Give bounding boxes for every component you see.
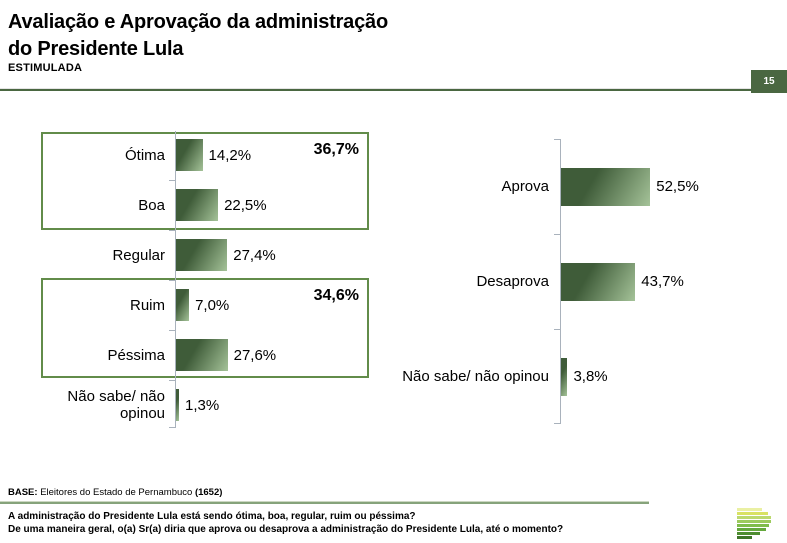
header-rule [0,89,751,91]
axis-tick [554,139,560,140]
rating-chart: 36,7% 34,6% Ótima 14,2% Boa 22,5% Regular 27,… [40,130,385,430]
bar-row: Ruim 7,0% [40,280,385,330]
bar-area: 27,4% [176,239,385,271]
logo-bar [737,528,766,531]
value-label: 52,5% [656,178,699,195]
bar-area: 14,2% [176,139,385,171]
group-box-positive: 36,7% [41,132,369,230]
logo-bar [737,532,760,535]
bar [176,239,228,271]
category-label: Boa [138,196,165,214]
bar-area: 27,6% [176,339,385,371]
category-label: Péssima [107,346,165,364]
logo-bar [737,536,752,539]
bar-area: 7,0% [176,289,385,321]
value-label: 43,7% [641,273,684,290]
bar [176,139,203,171]
bar-rows: Aprova 52,5% Desaprova 43,7% Não sabe/ não o… [395,139,780,424]
bar-area: 52,5% [561,167,780,206]
bar-row: Desaprova 43,7% [395,234,780,329]
base-note: BASE: Eleitores do Estado de Pernambuco … [8,487,222,498]
logo-bar [737,516,771,519]
bar-area: 22,5% [176,189,385,221]
survey-questions: A administração do Presidente Lula está … [8,510,563,536]
value-label: 1,3% [185,396,220,414]
logo-bar [737,520,771,523]
axis-tick [169,230,175,231]
base-sample-size: (1652) [194,487,223,498]
bar [561,262,636,301]
bar-rows: Ótima 14,2% Boa 22,5% Regular 27,4% Ruim 7,0% Pé… [40,130,385,430]
axis-tick [554,329,560,330]
base-text: Eleitores do Estado de Pernambuco [37,487,195,498]
category-label: Regular [112,246,165,264]
bar [176,339,228,371]
bar [561,167,651,206]
logo-bar [737,524,769,527]
bar [561,357,568,396]
value-label: 27,6% [233,346,277,364]
bar [176,389,179,421]
bar-row: Regular 27,4% [40,230,385,280]
logo-bar [737,508,762,511]
bar-area: 1,3% [176,389,385,421]
page-title-line1: Avaliação e Aprovação da administração [8,11,388,33]
bar-area: 43,7% [561,262,780,301]
bar-area: 3,8% [561,357,780,396]
bar-row: Boa 22,5% [40,180,385,230]
category-label: Ótima [124,146,165,164]
category-label: Desaprova [476,273,549,290]
logo-bar [737,512,768,515]
axis-tick [169,380,175,381]
bar [176,289,190,321]
page-title-line2: do Presidente Lula [8,38,184,60]
category-axis [560,139,561,424]
bar [176,189,219,221]
axis-tick [169,427,175,428]
page-number-badge: 15 [751,70,787,93]
page-subtitle: ESTIMULADA [8,62,83,74]
value-label: 7,0% [195,296,230,314]
value-label: 22,5% [224,196,267,214]
value-label: 14,2% [208,146,252,164]
footer-rule [0,502,649,504]
axis-tick [169,280,175,281]
group-box-negative: 34,6% [41,278,369,378]
category-label: Aprova [501,178,549,195]
brand-bars-logo [737,508,771,540]
approval-chart: Aprova 52,5% Desaprova 43,7% Não sabe/ não o… [395,139,780,424]
category-label: Não sabe/ não opinou [67,388,165,422]
bar-row: Ótima 14,2% [40,130,385,180]
bar-row: Não sabe/ não opinou 1,3% [40,380,385,430]
axis-tick [554,423,560,424]
bar-row: Aprova 52,5% [395,139,780,234]
axis-tick [554,234,560,235]
axis-tick [169,180,175,181]
value-label: 27,4% [233,246,276,264]
category-label: Ruim [129,296,165,314]
question-1: A administração do Presidente Lula está … [8,511,416,522]
question-2: De uma maneira geral, o(a) Sr(a) diria q… [8,524,564,535]
bar-row: Não sabe/ não opinou 3,8% [395,329,780,424]
group-total-label-positive: 36,7% [313,141,359,158]
category-label: Não sabe/ não opinou [402,368,549,385]
page-title: Avaliação e Aprovação da administração d… [8,9,388,63]
bar-row: Péssima 27,6% [40,330,385,380]
base-prefix: BASE: [8,487,38,498]
category-axis [175,131,176,428]
group-total-label-negative: 34,6% [313,287,359,304]
axis-tick [169,330,175,331]
value-label: 3,8% [573,368,608,385]
